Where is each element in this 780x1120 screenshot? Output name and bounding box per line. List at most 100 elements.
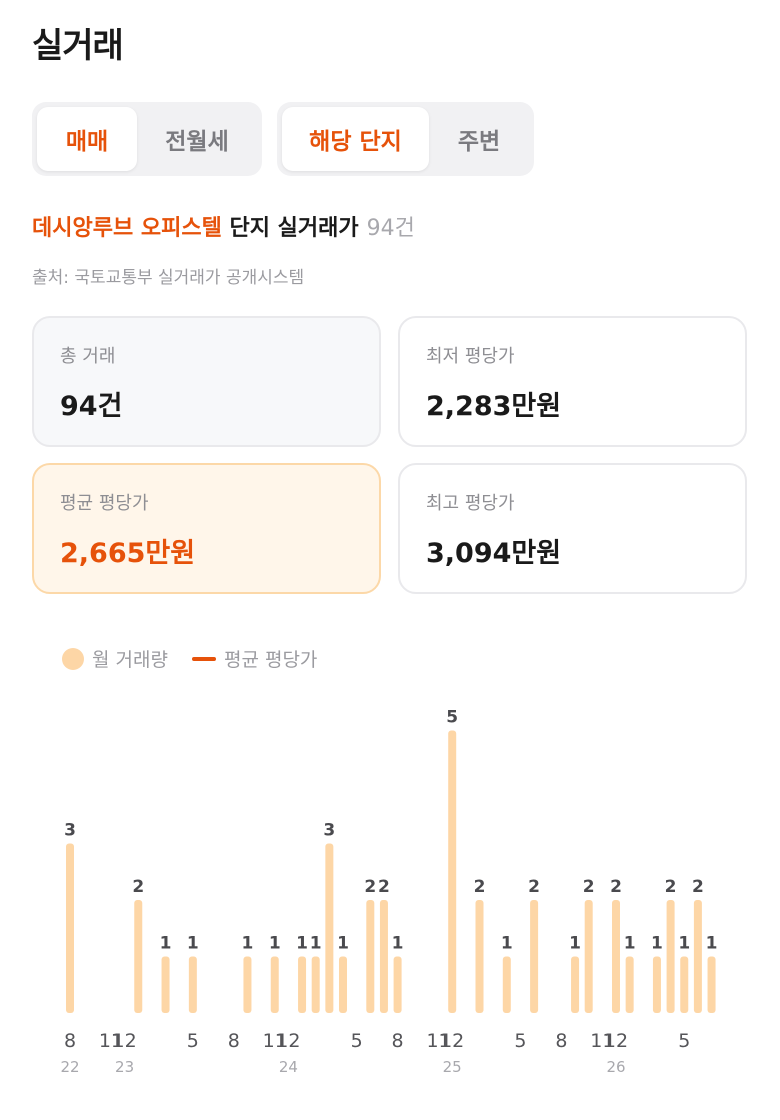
volume-label: 2 [610,877,622,897]
volume-bar [379,900,388,1013]
complex-heading-suffix: 단지 실거래가 [221,216,359,241]
tab-rent[interactable]: 전월세 [165,129,229,155]
volume-label: 3 [323,821,335,841]
stat-card-total: 총 거래 94건 [32,316,381,447]
volume-bar [188,956,197,1013]
x-tick-month: 12 [276,1030,300,1052]
legend-bar-label: 월 거래량 [92,649,168,671]
data-source: 출처: 국토교통부 실거래가 공개시스템 [32,268,305,288]
tab-nearby[interactable]: 주변 [457,129,501,155]
chart-legend: 월 거래량 평균 평당가 [62,645,317,672]
x-tick-year: 24 [279,1058,298,1076]
stat-value: 94건 [60,391,123,422]
volume-bar [693,900,702,1013]
x-tick-month: 12 [113,1030,137,1052]
stat-label: 총 거래 [60,346,116,367]
volume-label: 1 [310,934,322,954]
volume-bar [243,956,252,1013]
stat-value: 2,283만원 [426,391,562,422]
volume-label: 1 [337,934,349,954]
x-tick-year: 23 [115,1058,134,1076]
volume-bar [66,843,74,1013]
volume-label: 1 [296,934,308,954]
volume-label: 1 [706,934,718,954]
volume-label: 1 [624,934,636,954]
volume-label: 2 [474,877,486,897]
legend-line-label: 평균 평당가 [223,649,318,671]
complex-heading: 데시앙루브 오피스텔 단지 실거래가 94건 [32,210,415,242]
volume-bar [448,730,457,1013]
x-tick-month: 11 [263,1030,287,1052]
volume-label: 1 [651,934,663,954]
volume-label: 1 [678,934,690,954]
volume-bar [393,956,402,1013]
volume-label: 2 [364,877,376,897]
x-tick-month: 11 [426,1030,450,1052]
volume-bar [311,956,320,1013]
volume-label: 2 [132,877,144,897]
stat-label: 최고 평당가 [426,493,515,514]
stat-label: 최저 평당가 [426,346,515,367]
x-tick-month: 8 [228,1030,240,1052]
volume-bar [707,956,716,1013]
volume-bar [680,956,689,1013]
stat-card-max: 최고 평당가 3,094만원 [398,463,747,594]
stat-card-avg: 평균 평당가 2,665만원 [32,463,381,594]
x-tick-month: 8 [392,1030,404,1052]
x-tick-month: 5 [678,1030,690,1052]
x-tick-month: 5 [187,1030,199,1052]
tab-sale[interactable]: 매매 [37,107,137,171]
volume-bar [571,956,580,1013]
volume-label: 1 [569,934,581,954]
volume-bar [584,900,593,1013]
volume-label: 1 [269,934,281,954]
x-tick-month: 12 [440,1030,464,1052]
volume-label: 2 [378,877,390,897]
volume-bar [161,956,170,1013]
stat-card-min: 최저 평당가 2,283만원 [398,316,747,447]
volume-label: 3 [64,821,76,841]
stat-value: 2,665만원 [60,538,196,569]
legend-bar-swatch [62,647,84,670]
x-tick-year: 26 [606,1058,625,1076]
volume-bar [298,956,307,1013]
deal-count: 94건 [366,216,415,241]
x-tick-month: 12 [604,1030,628,1052]
volume-bar [366,900,375,1013]
stat-label: 평균 평당가 [60,493,149,514]
x-tick-month: 11 [99,1030,123,1052]
volume-label: 1 [501,934,513,954]
volume-bar [530,900,539,1013]
volume-bar [612,900,620,1013]
x-tick-month: 11 [590,1030,614,1052]
complex-name: 데시앙루브 오피스텔 [32,216,222,241]
volume-bar [325,843,334,1013]
volume-label: 5 [446,708,458,728]
volume-label: 2 [665,877,677,897]
x-tick-year: 22 [60,1058,79,1076]
trade-type-segment: 매매 전월세 [32,102,262,176]
volume-label: 1 [187,934,199,954]
x-tick-month: 8 [64,1030,76,1052]
scope-segment: 해당 단지 주변 [277,102,534,176]
tab-this-complex[interactable]: 해당 단지 [282,107,429,171]
x-tick-month: 5 [514,1030,526,1052]
x-tick-month: 5 [351,1030,363,1052]
legend-line-swatch [191,656,216,661]
volume-bar [502,956,511,1013]
page-title: 실거래 [32,26,124,66]
volume-label: 1 [242,934,254,954]
volume-label: 2 [692,877,704,897]
volume-label: 1 [160,934,172,954]
volume-bar [652,956,661,1013]
volume-label: 2 [583,877,595,897]
volume-bar [270,956,279,1013]
volume-bar [134,900,143,1013]
volume-label: 2 [528,877,540,897]
x-tick-year: 25 [443,1058,462,1076]
stat-value: 3,094만원 [426,538,562,569]
volume-bar [339,956,347,1013]
x-tick-month: 8 [555,1030,567,1052]
volume-label: 1 [392,934,404,954]
